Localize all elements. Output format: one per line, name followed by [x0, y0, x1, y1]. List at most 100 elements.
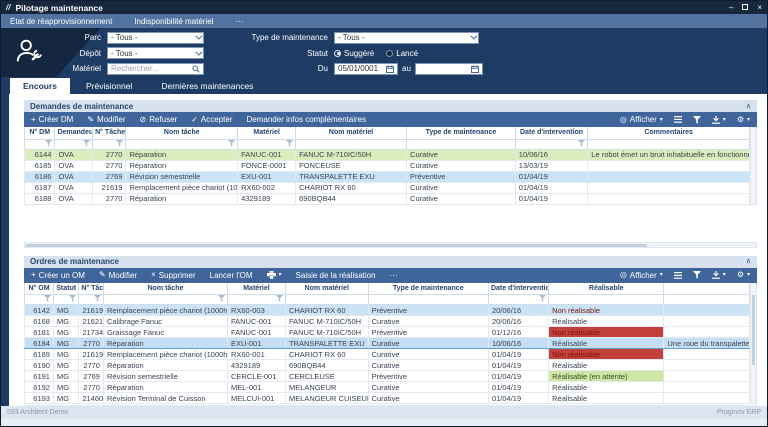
- table-row[interactable]: 6192 MG 2770 Réparation MEL-001 MELANGEUR Cura…: [24, 381, 750, 393]
- filter-funnel-icon[interactable]: [45, 139, 53, 147]
- tab-previsionnel[interactable]: Prévisionnel: [86, 81, 133, 91]
- list-view-button[interactable]: [673, 271, 682, 279]
- table-row[interactable]: 6193 MG 21460 Révision Terminal de Cuisson M…: [24, 392, 750, 404]
- column-header-statut[interactable]: Statut: [52, 282, 80, 295]
- column-header-materiel[interactable]: Matériel: [237, 127, 297, 140]
- type-maintenance-select[interactable]: - Tous -: [334, 31, 479, 44]
- table-row[interactable]: 6185 OVA 2770 Réparation FONCE-0001 FONCEUSE C…: [23, 159, 750, 172]
- filter-button[interactable]: [692, 271, 701, 279]
- collapse-icon[interactable]: ∧: [745, 258, 751, 265]
- date-du-input[interactable]: 05/01/0001: [334, 62, 398, 75]
- column-filter-cell[interactable]: [52, 294, 80, 305]
- demander-infos-button[interactable]: Demander infos complémentaires: [246, 115, 367, 124]
- afficher-button[interactable]: ◎ Afficher ▾: [619, 270, 663, 280]
- column-header-date[interactable]: Date d'intervention: [514, 127, 589, 140]
- close-button[interactable]: ×: [757, 2, 762, 12]
- table-row[interactable]: 6142 MG 21619 Remplacement pièce chariot (1…: [24, 304, 750, 316]
- export-button[interactable]: ▾: [711, 271, 726, 279]
- filter-funnel-icon[interactable]: [275, 295, 283, 302]
- list-view-button[interactable]: [673, 116, 682, 123]
- filter-funnel-icon[interactable]: [578, 139, 586, 147]
- filter-funnel-icon[interactable]: [228, 139, 236, 147]
- column-header-realisable[interactable]: Réalisable: [548, 282, 665, 295]
- depot-select[interactable]: - Tous -: [107, 47, 204, 60]
- column-header-type[interactable]: Type de maintenance: [367, 282, 489, 295]
- table-row[interactable]: 6181 MG 21734 Graissage Fanuc FANUC-001 FANUC…: [24, 326, 750, 338]
- column-filter-cell[interactable]: [24, 294, 54, 305]
- column-header-demandeur[interactable]: Demandeur: [54, 127, 94, 140]
- table-row[interactable]: 6168 MG 21621 Calibrage Fanuc FANUC-001 FANUC…: [24, 315, 750, 327]
- toolbar-overflow-button[interactable]: ···: [389, 270, 398, 280]
- column-filter-cell[interactable]: [587, 138, 750, 150]
- column-filter-cell[interactable]: [102, 294, 228, 305]
- column-filter-cell[interactable]: [92, 138, 127, 150]
- refuser-button[interactable]: ⊘ Refuser: [139, 114, 178, 124]
- tab-dernieres-maintenances[interactable]: Dernières maintenances: [161, 81, 254, 91]
- table-row[interactable]: 6189 MG 21619 Remplacement pièce chariot (1…: [24, 348, 750, 360]
- table-row[interactable]: 6187 OVA 21619 Remplacement pièce chariot (…: [23, 181, 750, 194]
- column-header-commentaires[interactable]: Commentaires: [587, 127, 750, 140]
- supprimer-button[interactable]: × Supprimer: [151, 270, 196, 280]
- column-header-commentaires[interactable]: [663, 282, 750, 295]
- column-header-ntache[interactable]: N° Tâche: [92, 127, 127, 140]
- afficher-button[interactable]: ◎ Afficher ▾: [619, 114, 663, 124]
- ordres-horizontal-scrollbar[interactable]: [24, 405, 757, 406]
- minimize-button[interactable]: –: [728, 2, 734, 12]
- column-filter-cell[interactable]: [548, 294, 665, 305]
- demandes-group-header[interactable]: Demandes de maintenance ∧: [24, 100, 757, 112]
- column-filter-cell[interactable]: [78, 294, 104, 305]
- column-filter-cell[interactable]: [54, 138, 94, 150]
- column-header-nom_tache[interactable]: Nom tâche: [102, 282, 228, 295]
- saisie-realisation-button[interactable]: Saisie de la réalisation: [295, 270, 376, 280]
- column-header-num[interactable]: N° OM: [24, 282, 54, 295]
- scrollbar-thumb[interactable]: [26, 243, 648, 247]
- column-header-num[interactable]: N° DM: [23, 127, 56, 140]
- lancer-om-button[interactable]: Lancer l'OM: [209, 270, 253, 280]
- table-row[interactable]: 6186 OVA 2769 Révision semestrielle EXU-001 T…: [23, 170, 750, 183]
- filter-funnel-icon[interactable]: [93, 295, 101, 302]
- table-row[interactable]: 6144 OVA 2770 Réparation FANUC-001 FANUC M-71…: [23, 148, 750, 161]
- column-filter-cell[interactable]: [226, 294, 286, 305]
- column-filter-cell[interactable]: [367, 294, 489, 305]
- creer-dm-button[interactable]: + Créer DM: [31, 114, 74, 124]
- column-filter-cell[interactable]: [295, 138, 408, 150]
- creer-om-button[interactable]: + Créer un OM: [31, 270, 85, 280]
- column-header-materiel[interactable]: Matériel: [226, 282, 286, 295]
- column-filter-cell[interactable]: [514, 138, 589, 150]
- column-filter-cell[interactable]: [663, 294, 750, 305]
- demandes-horizontal-scrollbar[interactable]: [24, 241, 757, 248]
- statut-option-lance[interactable]: Lancé: [386, 49, 418, 58]
- settings-button[interactable]: ⚙ ▾: [737, 115, 750, 124]
- filter-funnel-icon[interactable]: [69, 295, 77, 302]
- filter-funnel-icon[interactable]: [539, 295, 547, 302]
- filter-button[interactable]: [692, 115, 701, 124]
- tab-encours[interactable]: Encours: [10, 78, 71, 94]
- table-row[interactable]: 6188 OVA 2770 Réparation 4329189 690BQB44 Cura…: [23, 192, 750, 205]
- column-filter-cell[interactable]: [125, 138, 239, 150]
- maximize-button[interactable]: [742, 3, 749, 12]
- modifier-om-button[interactable]: ✎ Modifier: [98, 270, 138, 280]
- collapse-icon[interactable]: ∧: [745, 102, 751, 110]
- ordres-group-header[interactable]: Ordres de maintenance ∧: [24, 255, 757, 268]
- column-filter-cell[interactable]: [406, 138, 516, 150]
- imprimer-button[interactable]: ▾: [266, 271, 282, 279]
- date-au-input[interactable]: [414, 62, 483, 75]
- column-filter-cell[interactable]: [23, 138, 56, 150]
- filter-funnel-icon[interactable]: [286, 139, 294, 147]
- column-filter-cell[interactable]: [487, 294, 550, 305]
- column-header-type[interactable]: Type de maintenance: [406, 127, 516, 140]
- menu-item-indisponibilite[interactable]: Indisponibilité matériel: [134, 16, 214, 26]
- filter-funnel-icon[interactable]: [83, 139, 91, 147]
- accepter-button[interactable]: ✓ Accepter: [191, 114, 233, 124]
- column-filter-cell[interactable]: [284, 294, 369, 305]
- column-header-nom_materiel[interactable]: Nom matériel: [284, 282, 369, 295]
- menu-item-reapprovisionnement[interactable]: Etat de réapprovisionnement: [10, 16, 113, 26]
- table-row[interactable]: 6184 MG 2770 Réparation EXU-001 TRANSPALETTE …: [24, 337, 750, 349]
- filter-funnel-icon[interactable]: [43, 295, 51, 302]
- demandes-vertical-scrollbar[interactable]: [750, 127, 757, 205]
- column-header-ntache[interactable]: N° Tâche: [78, 282, 104, 295]
- scrollbar-thumb[interactable]: [752, 295, 755, 365]
- menu-item-overflow[interactable]: ···: [235, 16, 244, 26]
- filter-funnel-icon[interactable]: [217, 295, 225, 302]
- settings-button[interactable]: ⚙ ▾: [737, 271, 750, 279]
